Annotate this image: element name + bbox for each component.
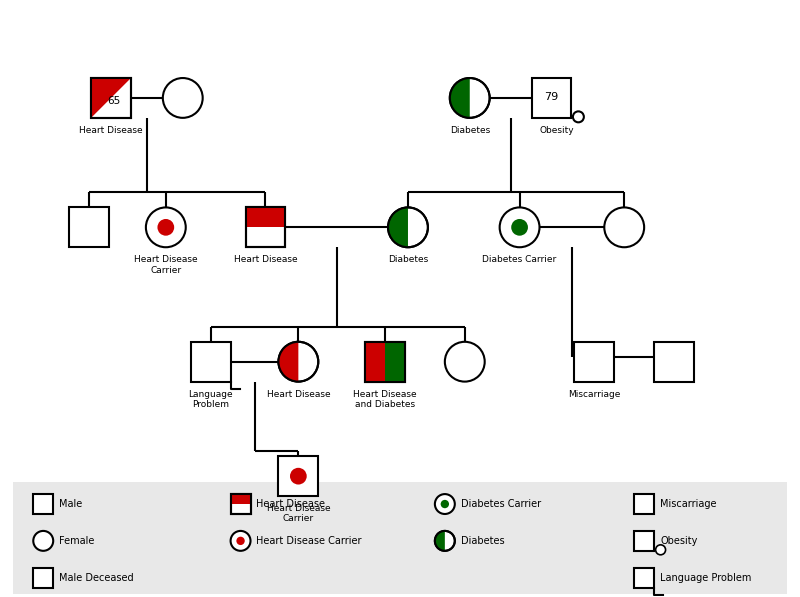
Bar — [246, 207, 286, 247]
Circle shape — [573, 112, 584, 122]
Circle shape — [435, 494, 455, 514]
Text: Obesity: Obesity — [539, 126, 574, 135]
Bar — [246, 207, 286, 227]
Bar — [574, 342, 614, 381]
Text: Heart Disease Carrier: Heart Disease Carrier — [257, 536, 362, 546]
Bar — [230, 494, 250, 514]
Text: Heart Disease: Heart Disease — [266, 390, 330, 399]
Polygon shape — [91, 78, 131, 118]
Text: Heart Disease: Heart Disease — [234, 255, 298, 264]
Circle shape — [163, 78, 202, 118]
Text: Diabetes Carrier: Diabetes Carrier — [461, 499, 541, 509]
Circle shape — [450, 78, 490, 118]
Circle shape — [500, 207, 539, 247]
Text: Male Deceased: Male Deceased — [59, 573, 134, 583]
Circle shape — [146, 207, 186, 247]
Circle shape — [278, 342, 318, 381]
Bar — [365, 342, 385, 381]
Circle shape — [290, 468, 306, 485]
Text: Female: Female — [59, 536, 94, 546]
Bar — [634, 568, 654, 587]
Bar — [34, 568, 54, 587]
Bar — [91, 78, 131, 118]
Circle shape — [158, 219, 174, 236]
Bar — [654, 342, 694, 381]
Circle shape — [511, 219, 528, 236]
Text: Language
Problem: Language Problem — [188, 390, 233, 409]
Text: 65: 65 — [107, 96, 121, 106]
Bar — [246, 207, 286, 247]
Text: Diabetes Carrier: Diabetes Carrier — [482, 255, 557, 264]
Wedge shape — [388, 207, 408, 247]
Wedge shape — [278, 342, 298, 381]
Bar — [531, 78, 571, 118]
Bar — [634, 531, 654, 551]
Text: Heart Disease
Carrier: Heart Disease Carrier — [266, 504, 330, 524]
Circle shape — [445, 342, 485, 381]
Circle shape — [435, 531, 455, 551]
Circle shape — [656, 545, 666, 555]
Text: Heart Disease: Heart Disease — [79, 126, 143, 135]
Bar — [34, 494, 54, 514]
Wedge shape — [435, 531, 445, 551]
Text: Male: Male — [59, 499, 82, 509]
Bar — [230, 494, 250, 504]
Circle shape — [236, 537, 245, 545]
Bar — [634, 494, 654, 514]
Text: Language Problem: Language Problem — [660, 573, 751, 583]
Text: Miscarriage: Miscarriage — [660, 499, 717, 509]
Bar — [91, 78, 131, 118]
Bar — [190, 342, 230, 381]
Circle shape — [441, 500, 449, 508]
Text: Diabetes: Diabetes — [450, 126, 490, 135]
Text: Obesity: Obesity — [660, 536, 698, 546]
Wedge shape — [450, 78, 470, 118]
Text: Heart Disease
Carrier: Heart Disease Carrier — [134, 255, 198, 275]
Circle shape — [230, 531, 250, 551]
Text: Heart Disease: Heart Disease — [257, 499, 326, 509]
Text: Diabetes: Diabetes — [388, 255, 428, 264]
Text: 79: 79 — [544, 92, 558, 102]
Text: Diabetes: Diabetes — [461, 536, 505, 546]
Circle shape — [34, 531, 54, 551]
Circle shape — [388, 207, 428, 247]
Circle shape — [604, 207, 644, 247]
Text: Heart Disease
and Diabetes: Heart Disease and Diabetes — [354, 390, 417, 409]
Bar — [278, 456, 318, 496]
Bar — [14, 482, 786, 593]
Bar — [385, 342, 405, 381]
Bar — [230, 494, 250, 514]
Bar — [365, 342, 405, 381]
Bar — [69, 207, 109, 247]
Bar — [365, 342, 405, 381]
Text: Miscarriage: Miscarriage — [568, 390, 621, 399]
